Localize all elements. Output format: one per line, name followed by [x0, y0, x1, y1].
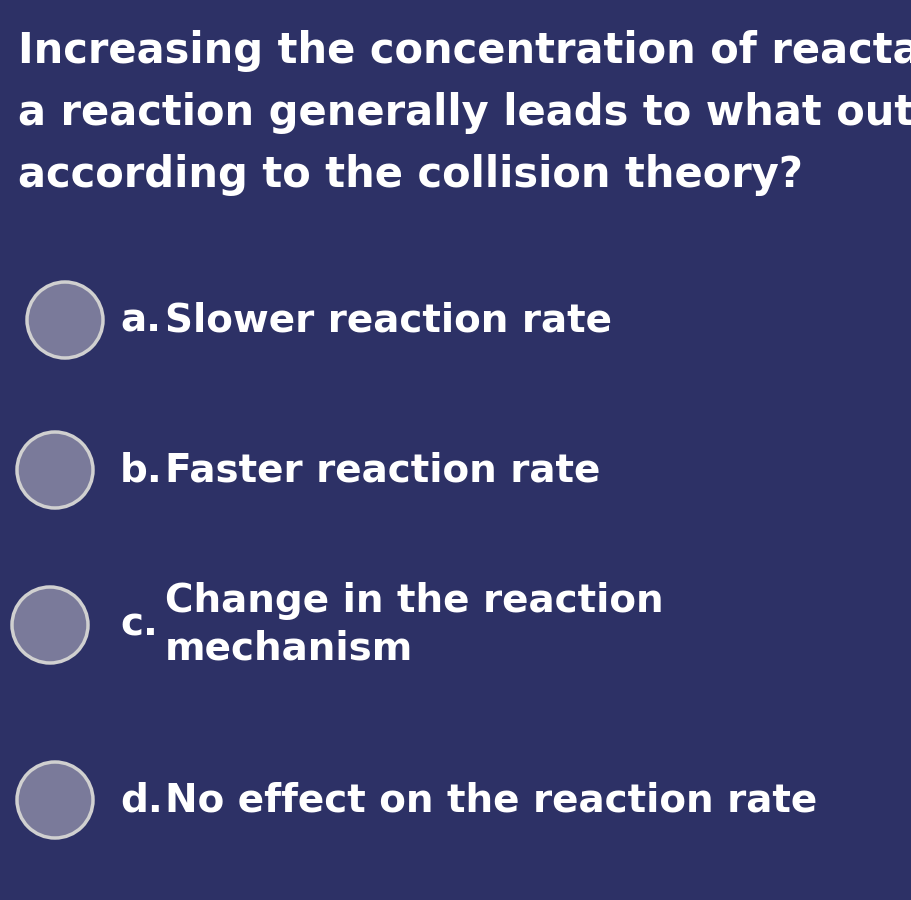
- Text: Slower reaction rate: Slower reaction rate: [165, 301, 612, 339]
- Text: Increasing the concentration of reactants in: Increasing the concentration of reactant…: [18, 30, 911, 72]
- Circle shape: [17, 432, 93, 508]
- Text: a reaction generally leads to what outcome: a reaction generally leads to what outco…: [18, 92, 911, 134]
- Text: Change in the reaction
mechanism: Change in the reaction mechanism: [165, 582, 663, 668]
- Circle shape: [17, 762, 93, 838]
- Text: b.: b.: [120, 451, 163, 489]
- Text: a.: a.: [120, 301, 161, 339]
- Text: No effect on the reaction rate: No effect on the reaction rate: [165, 781, 817, 819]
- Text: c.: c.: [120, 606, 158, 644]
- Text: Faster reaction rate: Faster reaction rate: [165, 451, 600, 489]
- Circle shape: [12, 587, 88, 663]
- Text: d.: d.: [120, 781, 163, 819]
- Text: according to the collision theory?: according to the collision theory?: [18, 154, 803, 196]
- Circle shape: [27, 282, 103, 358]
